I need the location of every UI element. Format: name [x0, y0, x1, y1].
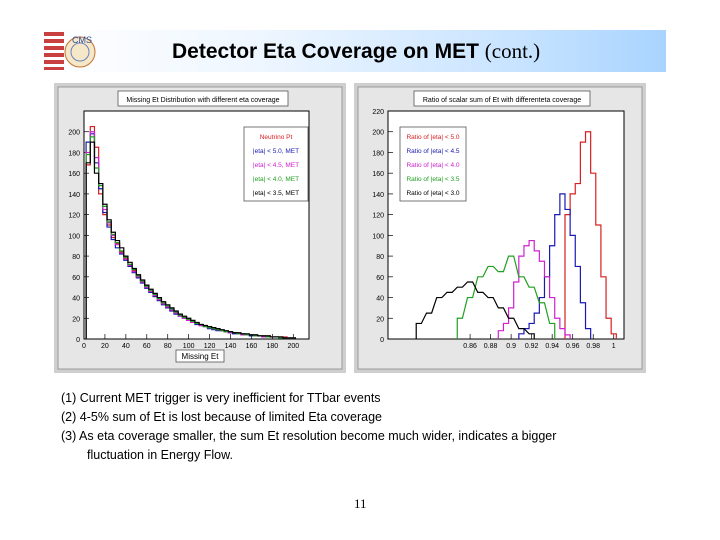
y-tick-label: 200: [68, 130, 80, 137]
slide-title-main: Detector Eta Coverage on MET: [172, 40, 479, 63]
y-tick-label: 220: [372, 109, 384, 116]
series-line-3: [85, 136, 296, 339]
svg-text:Missing Et: Missing Et: [182, 352, 220, 361]
slide-title: Detector Eta Coverage on MET (cont.): [172, 39, 540, 64]
chart-legend: Neutrino Pt |eta| < 5.0, MET |eta| < 4.5, …: [243, 126, 309, 202]
svg-text:Ratio of scalar sum of Et with: Ratio of scalar sum of Et with different…: [423, 97, 581, 104]
series-line-1: [518, 193, 592, 339]
y-tick-label: 20: [376, 316, 384, 323]
x-tick-label: 180: [267, 343, 279, 350]
x-tick-label: 200: [287, 343, 299, 350]
x-tick-label: 80: [164, 343, 172, 350]
x-tick-label: 1: [612, 343, 616, 350]
series-line-2: [497, 239, 571, 339]
y-tick-label: 20: [72, 316, 80, 323]
x-tick-label: 140: [225, 343, 237, 350]
legend-entry: Ratio of |eta| < 3.5: [406, 176, 459, 183]
note-3-continued: fluctuation in Energy Flow.: [87, 448, 233, 462]
y-tick-label: 0: [380, 337, 384, 344]
x-tick-label: 160: [246, 343, 258, 350]
x-tick-label: 0.88: [484, 343, 498, 350]
x-tick-label: 40: [122, 343, 130, 350]
chart-legend: Ratio of |eta| < 5.0 Ratio of |eta| < 4.5…: [399, 126, 467, 202]
y-tick-label: 100: [372, 233, 384, 240]
y-tick-label: 40: [72, 296, 80, 303]
series-line-0: [564, 131, 617, 339]
missing-et-histogram: Missing Et Distribution with different e…: [54, 83, 346, 373]
legend-entry: Neutrino Pt: [260, 134, 293, 141]
y-tick-label: 60: [72, 275, 80, 282]
series-line-4: [85, 141, 296, 339]
x-tick-label: 0.94: [545, 343, 559, 350]
y-tick-label: 160: [372, 171, 384, 178]
chart-title: Missing Et Distribution with different e…: [117, 90, 289, 107]
x-tick-label: 60: [143, 343, 151, 350]
x-tick-label: 120: [204, 343, 216, 350]
legend-entry: Ratio of |eta| < 4.0: [406, 162, 459, 169]
x-tick-label: 0.9: [506, 343, 516, 350]
scalar-sum-ratio-histogram: Ratio of scalar sum of Et with different…: [354, 83, 646, 373]
y-tick-label: 140: [372, 192, 384, 199]
series-line-4: [415, 281, 535, 339]
x-tick-label: 0.98: [586, 343, 600, 350]
page-number: 11: [354, 496, 367, 511]
x-tick-label: 100: [183, 343, 195, 350]
y-tick-label: 0: [76, 337, 80, 344]
y-tick-label: 60: [376, 275, 384, 282]
svg-text:CMS: CMS: [72, 35, 92, 45]
series-line-3: [456, 255, 556, 339]
y-tick-label: 180: [372, 150, 384, 157]
y-tick-label: 100: [68, 233, 80, 240]
legend-entry: Ratio of |eta| < 4.5: [406, 148, 459, 155]
note-3: (3) As eta coverage smaller, the sum Et …: [61, 429, 557, 443]
x-tick-label: 0.96: [566, 343, 580, 350]
y-tick-label: 120: [68, 213, 80, 220]
note-1: (1) Current MET trigger is very ineffici…: [61, 391, 381, 405]
legend-entry: |eta| < 3.5, MET: [253, 190, 299, 197]
svg-text:Missing Et Distribution with d: Missing Et Distribution with different e…: [126, 97, 279, 104]
y-tick-label: 120: [372, 213, 384, 220]
x-tick-label: 0.92: [525, 343, 539, 350]
y-tick-label: 80: [376, 254, 384, 261]
legend-entry: |eta| < 4.0, MET: [253, 176, 299, 183]
x-axis-label: Missing Et: [175, 349, 225, 363]
y-tick-label: 160: [68, 171, 80, 178]
legend-entry: Ratio of |eta| < 5.0: [406, 134, 459, 141]
y-tick-label: 140: [68, 192, 80, 199]
slide-title-cont: (cont.): [484, 39, 541, 63]
slide-header: CMS Detector Eta Coverage on MET (cont.): [42, 30, 666, 72]
legend-entry: |eta| < 4.5, MET: [253, 162, 299, 169]
chart-title: Ratio of scalar sum of Et with different…: [413, 90, 591, 107]
slide-notes: (1) Current MET trigger is very ineffici…: [61, 389, 681, 465]
x-tick-label: 0.86: [463, 343, 477, 350]
y-tick-label: 40: [376, 296, 384, 303]
cms-logo: CMS: [44, 32, 96, 70]
x-tick-label: 0: [82, 343, 86, 350]
note-2: (2) 4-5% sum of Et is lost because of li…: [61, 410, 382, 424]
y-tick-label: 80: [72, 254, 80, 261]
legend-entry: Ratio of |eta| < 3.0: [406, 190, 459, 197]
legend-entry: |eta| < 5.0, MET: [253, 148, 299, 155]
x-tick-label: 20: [101, 343, 109, 350]
y-tick-label: 180: [68, 150, 80, 157]
y-tick-label: 200: [372, 130, 384, 137]
